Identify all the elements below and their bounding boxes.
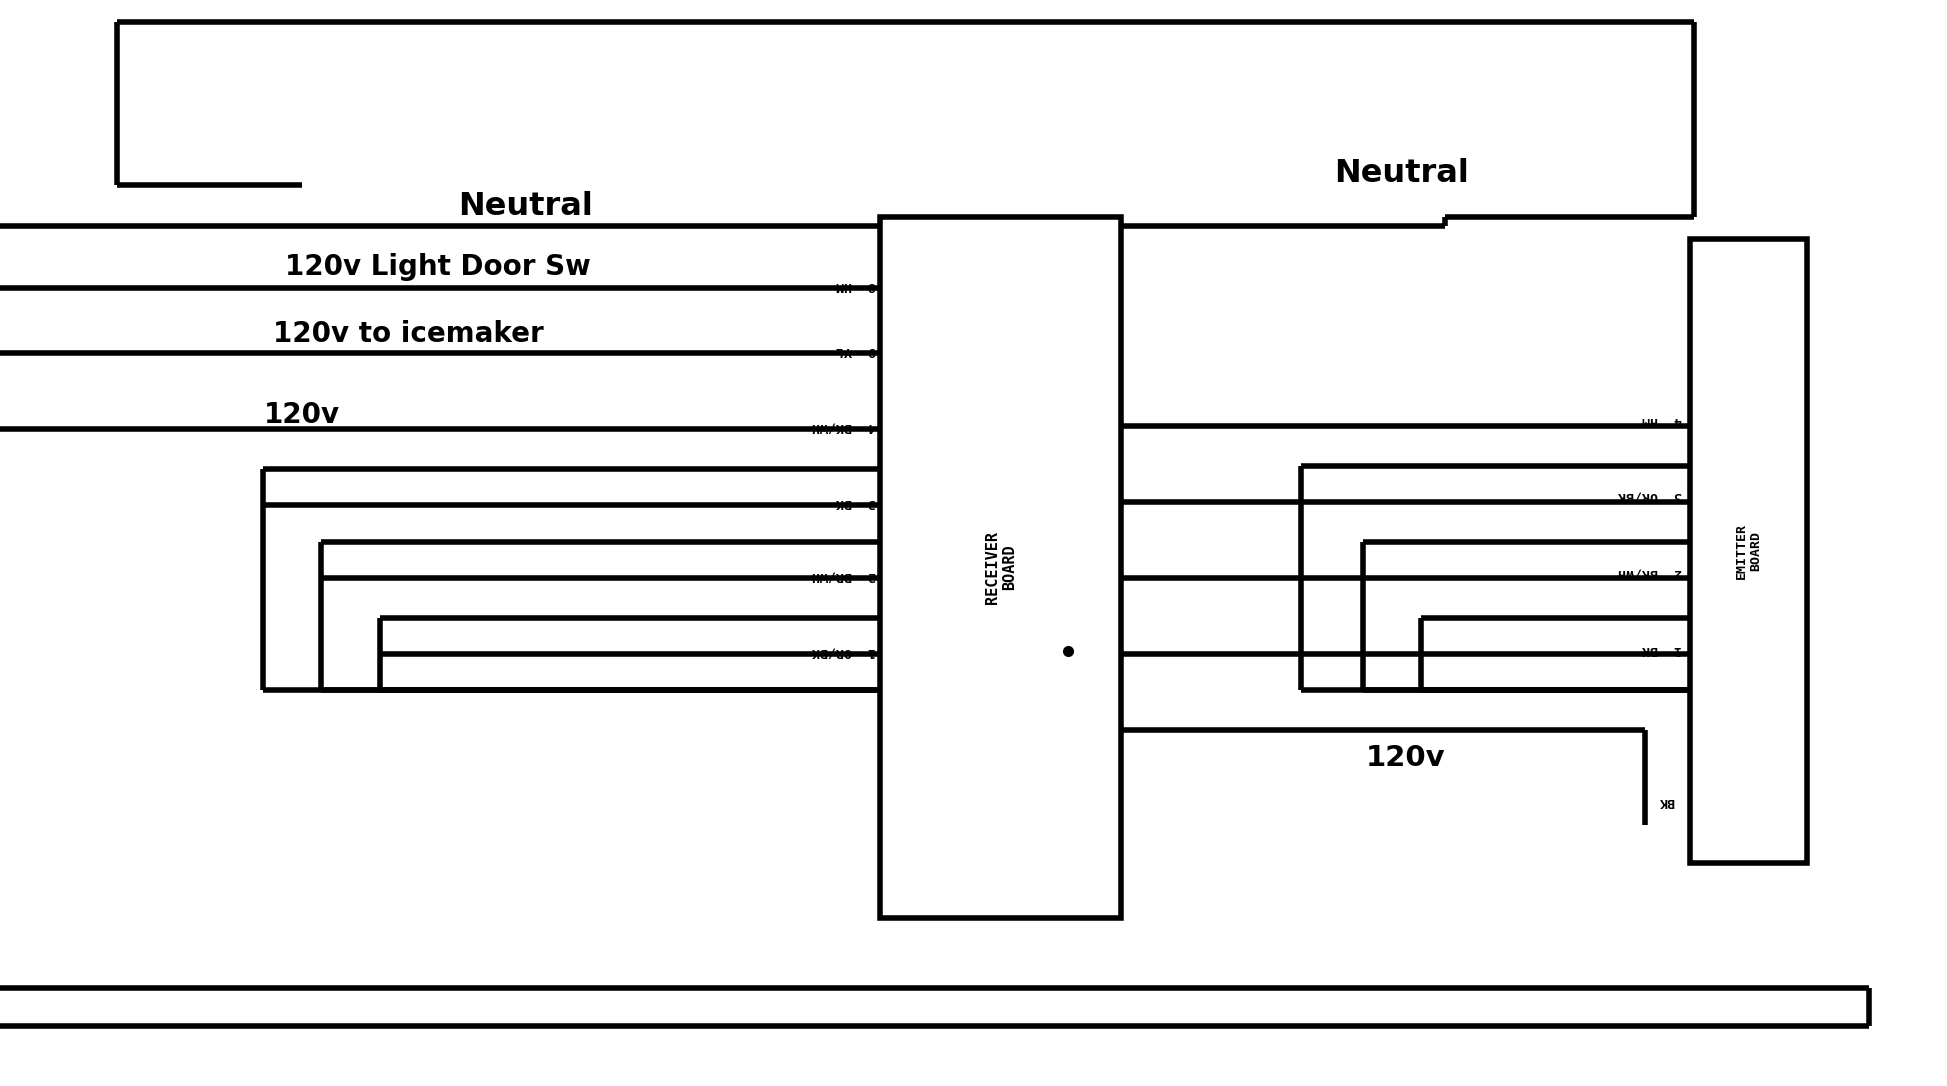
Text: Neutral: Neutral (458, 191, 594, 222)
Text: 120v to icemaker: 120v to icemaker (273, 320, 545, 349)
Bar (1690, 239, 1807, 863)
Text: BK: BK (1659, 795, 1674, 808)
Bar (880, 217, 1121, 918)
Text: 1  BK: 1 BK (1641, 643, 1682, 656)
Text: 1  OR/BK: 1 OR/BK (812, 645, 876, 658)
Text: 8  HM: 8 HM (835, 279, 876, 292)
Text: 120v: 120v (263, 401, 341, 429)
Text: Neutral: Neutral (1334, 159, 1470, 189)
Text: 9  YL: 9 YL (835, 344, 876, 357)
Text: 3  BK: 3 BK (835, 496, 876, 509)
Text: 120v Light Door Sw: 120v Light Door Sw (284, 253, 592, 281)
Text: 2  BR/WH: 2 BR/WH (1618, 567, 1682, 580)
Text: 2  BR/WH: 2 BR/WH (812, 569, 876, 582)
Text: RECEIVER
BOARD: RECEIVER BOARD (985, 531, 1016, 604)
Text: 120v: 120v (1367, 744, 1445, 772)
Text: 3  OR/BK: 3 OR/BK (1618, 490, 1682, 503)
Text: EMITTER
BOARD: EMITTER BOARD (1735, 523, 1762, 579)
Text: 4  HM: 4 HM (1641, 414, 1682, 427)
Text: 4  BK/WH: 4 BK/WH (812, 420, 876, 433)
